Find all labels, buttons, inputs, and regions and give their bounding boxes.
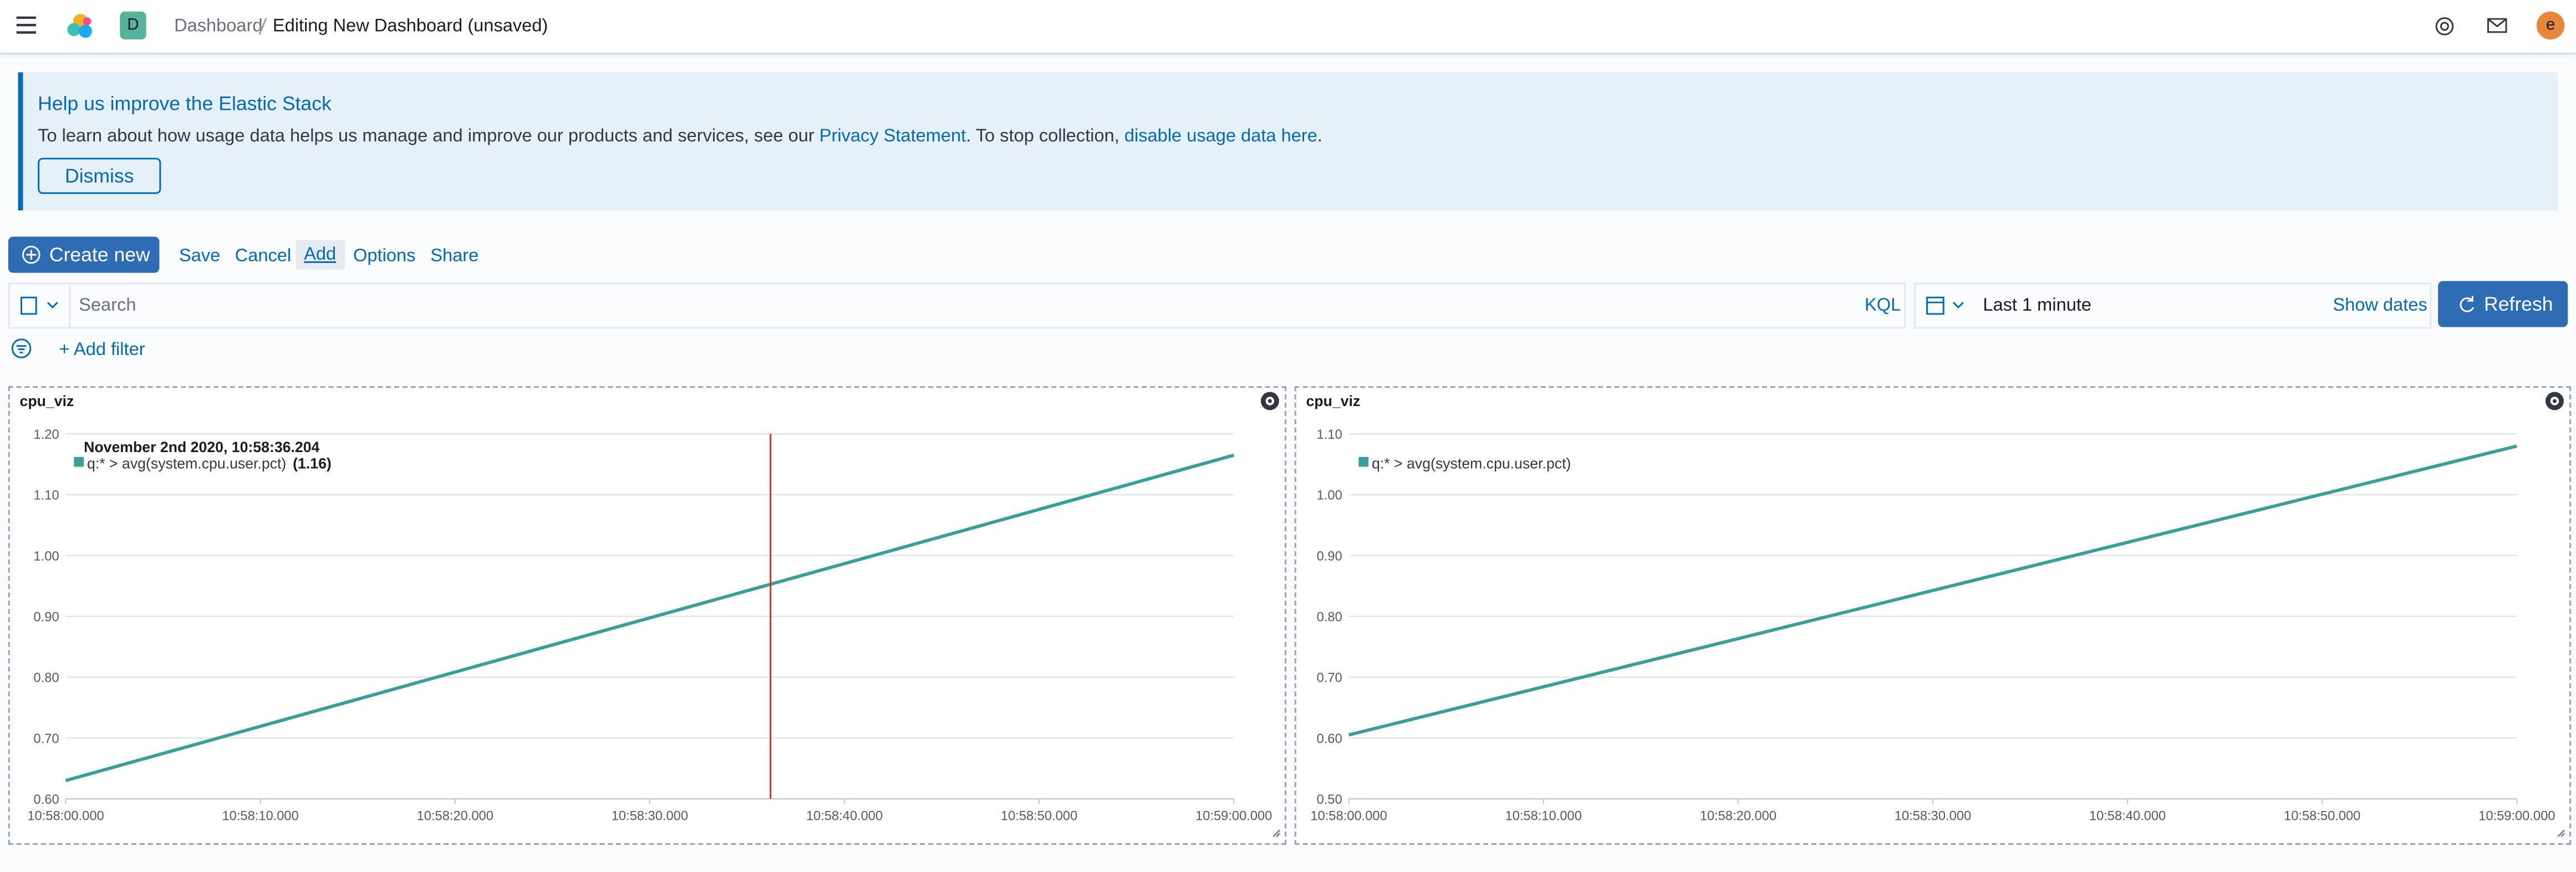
resize-handle[interactable]: [1272, 829, 1281, 838]
x-tick-label: 10:58:30.000: [1895, 809, 1971, 824]
tooltip-title: November 2nd 2020, 10:58:36.204: [84, 439, 319, 455]
x-tick-label: 10:58:30.000: [612, 809, 688, 824]
y-tick-label: 1.10: [34, 489, 59, 503]
panel: cpu_viz 0.60 0.70 0.80 0.90 1.00 1.10 1.20 10:58…: [8, 386, 1287, 845]
saved-query-icon[interactable]: [20, 296, 63, 316]
breadcrumb[interactable]: Dashboard: [174, 16, 263, 37]
panel-title: cpu_viz: [1306, 393, 1361, 409]
y-tick-label: 1.00: [1317, 489, 1342, 503]
language-switch[interactable]: KQL: [1865, 296, 1901, 316]
x-tick-label: 10:59:00.000: [1195, 809, 1272, 824]
y-tick-label: 0.80: [1317, 610, 1342, 625]
y-tick-label: 0.70: [34, 732, 59, 746]
create-button[interactable]: Create new: [8, 236, 160, 273]
text: . To stop collection,: [966, 126, 1124, 146]
search-bar[interactable]: Search KQL: [8, 282, 1906, 329]
y-tick-label: 0.50: [1317, 793, 1342, 807]
panel-title: cpu_viz: [20, 393, 74, 409]
x-tick-label: 10:59:00.000: [2478, 809, 2555, 824]
menu-icon[interactable]: [16, 16, 37, 35]
x-tick-label: 10:58:40.000: [806, 809, 883, 824]
y-tick-label: 0.60: [1317, 732, 1342, 746]
link[interactable]: Privacy Statement: [819, 126, 966, 146]
x-tick-label: 10:58:50.000: [2284, 809, 2360, 824]
callout-text: To learn about how usage data helps us m…: [38, 126, 1322, 146]
filter-icon[interactable]: [11, 338, 32, 358]
top-nav: D Dashboard Editing New Dashboard (unsav…: [0, 0, 2576, 54]
refresh-button[interactable]: Refresh: [2438, 281, 2568, 327]
x-tick-label: 10:58:40.000: [2089, 809, 2166, 824]
series-line: [65, 453, 1235, 782]
text: To learn about how usage data helps us m…: [38, 126, 819, 146]
link[interactable]: disable usage data here: [1124, 126, 1317, 146]
toolbar-link[interactable]: Save: [179, 246, 221, 267]
x-tick-label: 10:58:20.000: [1700, 809, 1776, 824]
x-tick-label: 10:58:10.000: [1505, 809, 1582, 824]
toolbar-link[interactable]: Add: [296, 240, 344, 270]
y-tick-label: 0.60: [34, 793, 59, 807]
legend-label[interactable]: q:* > avg(system.cpu.user.pct): [87, 455, 286, 472]
x-tick-label: 10:58:50.000: [1001, 809, 1077, 824]
label: Create new: [49, 243, 150, 267]
toolbar-link[interactable]: Share: [430, 246, 479, 267]
y-tick-label: 1.10: [1317, 428, 1342, 442]
resize-handle[interactable]: [2557, 829, 2565, 838]
y-tick-label: 0.80: [34, 671, 59, 686]
toolbar-link[interactable]: Options: [353, 246, 416, 267]
callout-title: Help us improve the Elastic Stack: [38, 92, 332, 115]
y-tick-label: 1.00: [34, 549, 59, 564]
breadcrumb-current: Editing New Dashboard (unsaved): [272, 16, 548, 37]
label: Refresh: [2484, 292, 2553, 316]
dismiss-button[interactable]: Dismiss: [38, 158, 161, 194]
y-tick-label: 1.20: [34, 428, 59, 442]
series-line: [1348, 444, 2518, 737]
toolbar-link[interactable]: Cancel: [235, 246, 292, 267]
time-range: Last 1 minute: [1983, 296, 2092, 316]
breadcrumb-separator: [258, 18, 267, 35]
date-picker[interactable]: Last 1 minute Show dates: [1913, 282, 2432, 329]
x-tick-label: 10:58:10.000: [222, 809, 298, 824]
tooltip-value: (1.16): [293, 455, 332, 472]
panel: cpu_viz 0.50 0.60 0.70 0.80 0.90 1.00 1.10 10:58…: [1294, 386, 2572, 845]
panel-options[interactable]: [2546, 392, 2564, 410]
callout: Help us improve the Elastic Stack To lea…: [18, 72, 2558, 211]
elastic-logo[interactable]: [66, 13, 94, 39]
y-tick-label: 0.90: [1317, 549, 1342, 564]
space-badge[interactable]: D: [120, 11, 146, 40]
legend-swatch: [1358, 457, 1369, 467]
help-icon[interactable]: [2435, 17, 2455, 37]
avatar[interactable]: e: [2536, 11, 2565, 40]
y-tick-label: 0.90: [34, 610, 59, 625]
search-placeholder: Search: [79, 296, 136, 316]
show-dates[interactable]: Show dates: [2333, 296, 2427, 316]
text: .: [1317, 126, 1322, 146]
calendar-icon[interactable]: [1926, 296, 1968, 316]
legend-swatch: [74, 457, 84, 467]
x-tick-label: 10:58:20.000: [417, 809, 493, 824]
x-tick-label: 10:58:00.000: [1310, 809, 1387, 824]
news-icon[interactable]: [2487, 18, 2507, 35]
add-filter[interactable]: + Add filter: [59, 340, 145, 360]
legend-label[interactable]: q:* > avg(system.cpu.user.pct): [1372, 455, 1571, 472]
y-tick-label: 0.70: [1317, 671, 1342, 686]
x-tick-label: 10:58:00.000: [27, 809, 104, 824]
panel-options[interactable]: [1260, 392, 1279, 410]
